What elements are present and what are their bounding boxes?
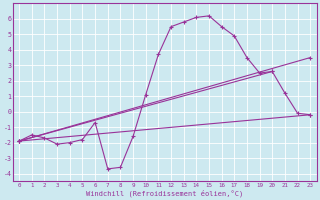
X-axis label: Windchill (Refroidissement éolien,°C): Windchill (Refroidissement éolien,°C)	[86, 189, 243, 197]
